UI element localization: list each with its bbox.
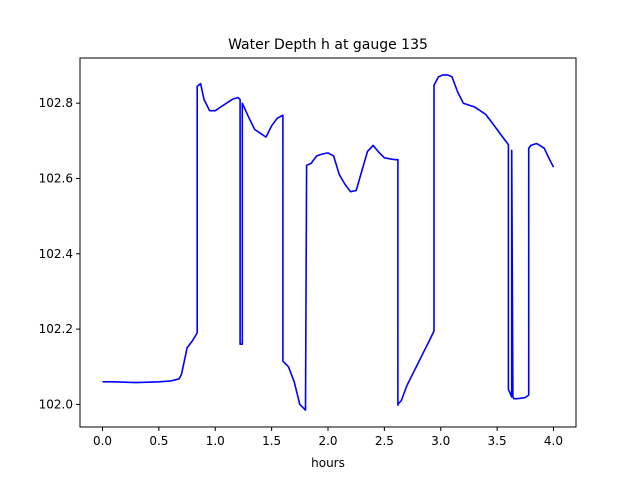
plot-content [102, 74, 555, 411]
x-tick-label: 0.5 [149, 434, 168, 448]
x-tick-label: 3.5 [488, 434, 507, 448]
x-tick-label: 2.0 [318, 434, 337, 448]
x-tick-label: 1.0 [206, 434, 225, 448]
y-tick-label: 102.2 [39, 322, 73, 336]
x-tick-label: 2.5 [375, 434, 394, 448]
x-axis-ticks: 0.0 0.5 1.0 1.5 2.0 2.5 3.0 3.5 4.0 [93, 427, 563, 448]
x-tick-label: 4.0 [544, 434, 563, 448]
x-tick-label: 0.0 [93, 434, 112, 448]
x-tick-label: 3.0 [431, 434, 450, 448]
x-axis-label: hours [311, 456, 345, 470]
y-tick-label: 102.8 [39, 96, 73, 110]
y-tick-label: 102.0 [39, 397, 73, 411]
x-tick-label: 1.5 [262, 434, 281, 448]
y-tick-label: 102.4 [39, 247, 73, 261]
chart-title: Water Depth h at gauge 135 [228, 37, 428, 53]
series-line-0 [102, 74, 555, 411]
y-axis-ticks: 102.0 102.2 102.4 102.6 102.8 [39, 96, 80, 411]
y-tick-label: 102.6 [39, 171, 73, 185]
